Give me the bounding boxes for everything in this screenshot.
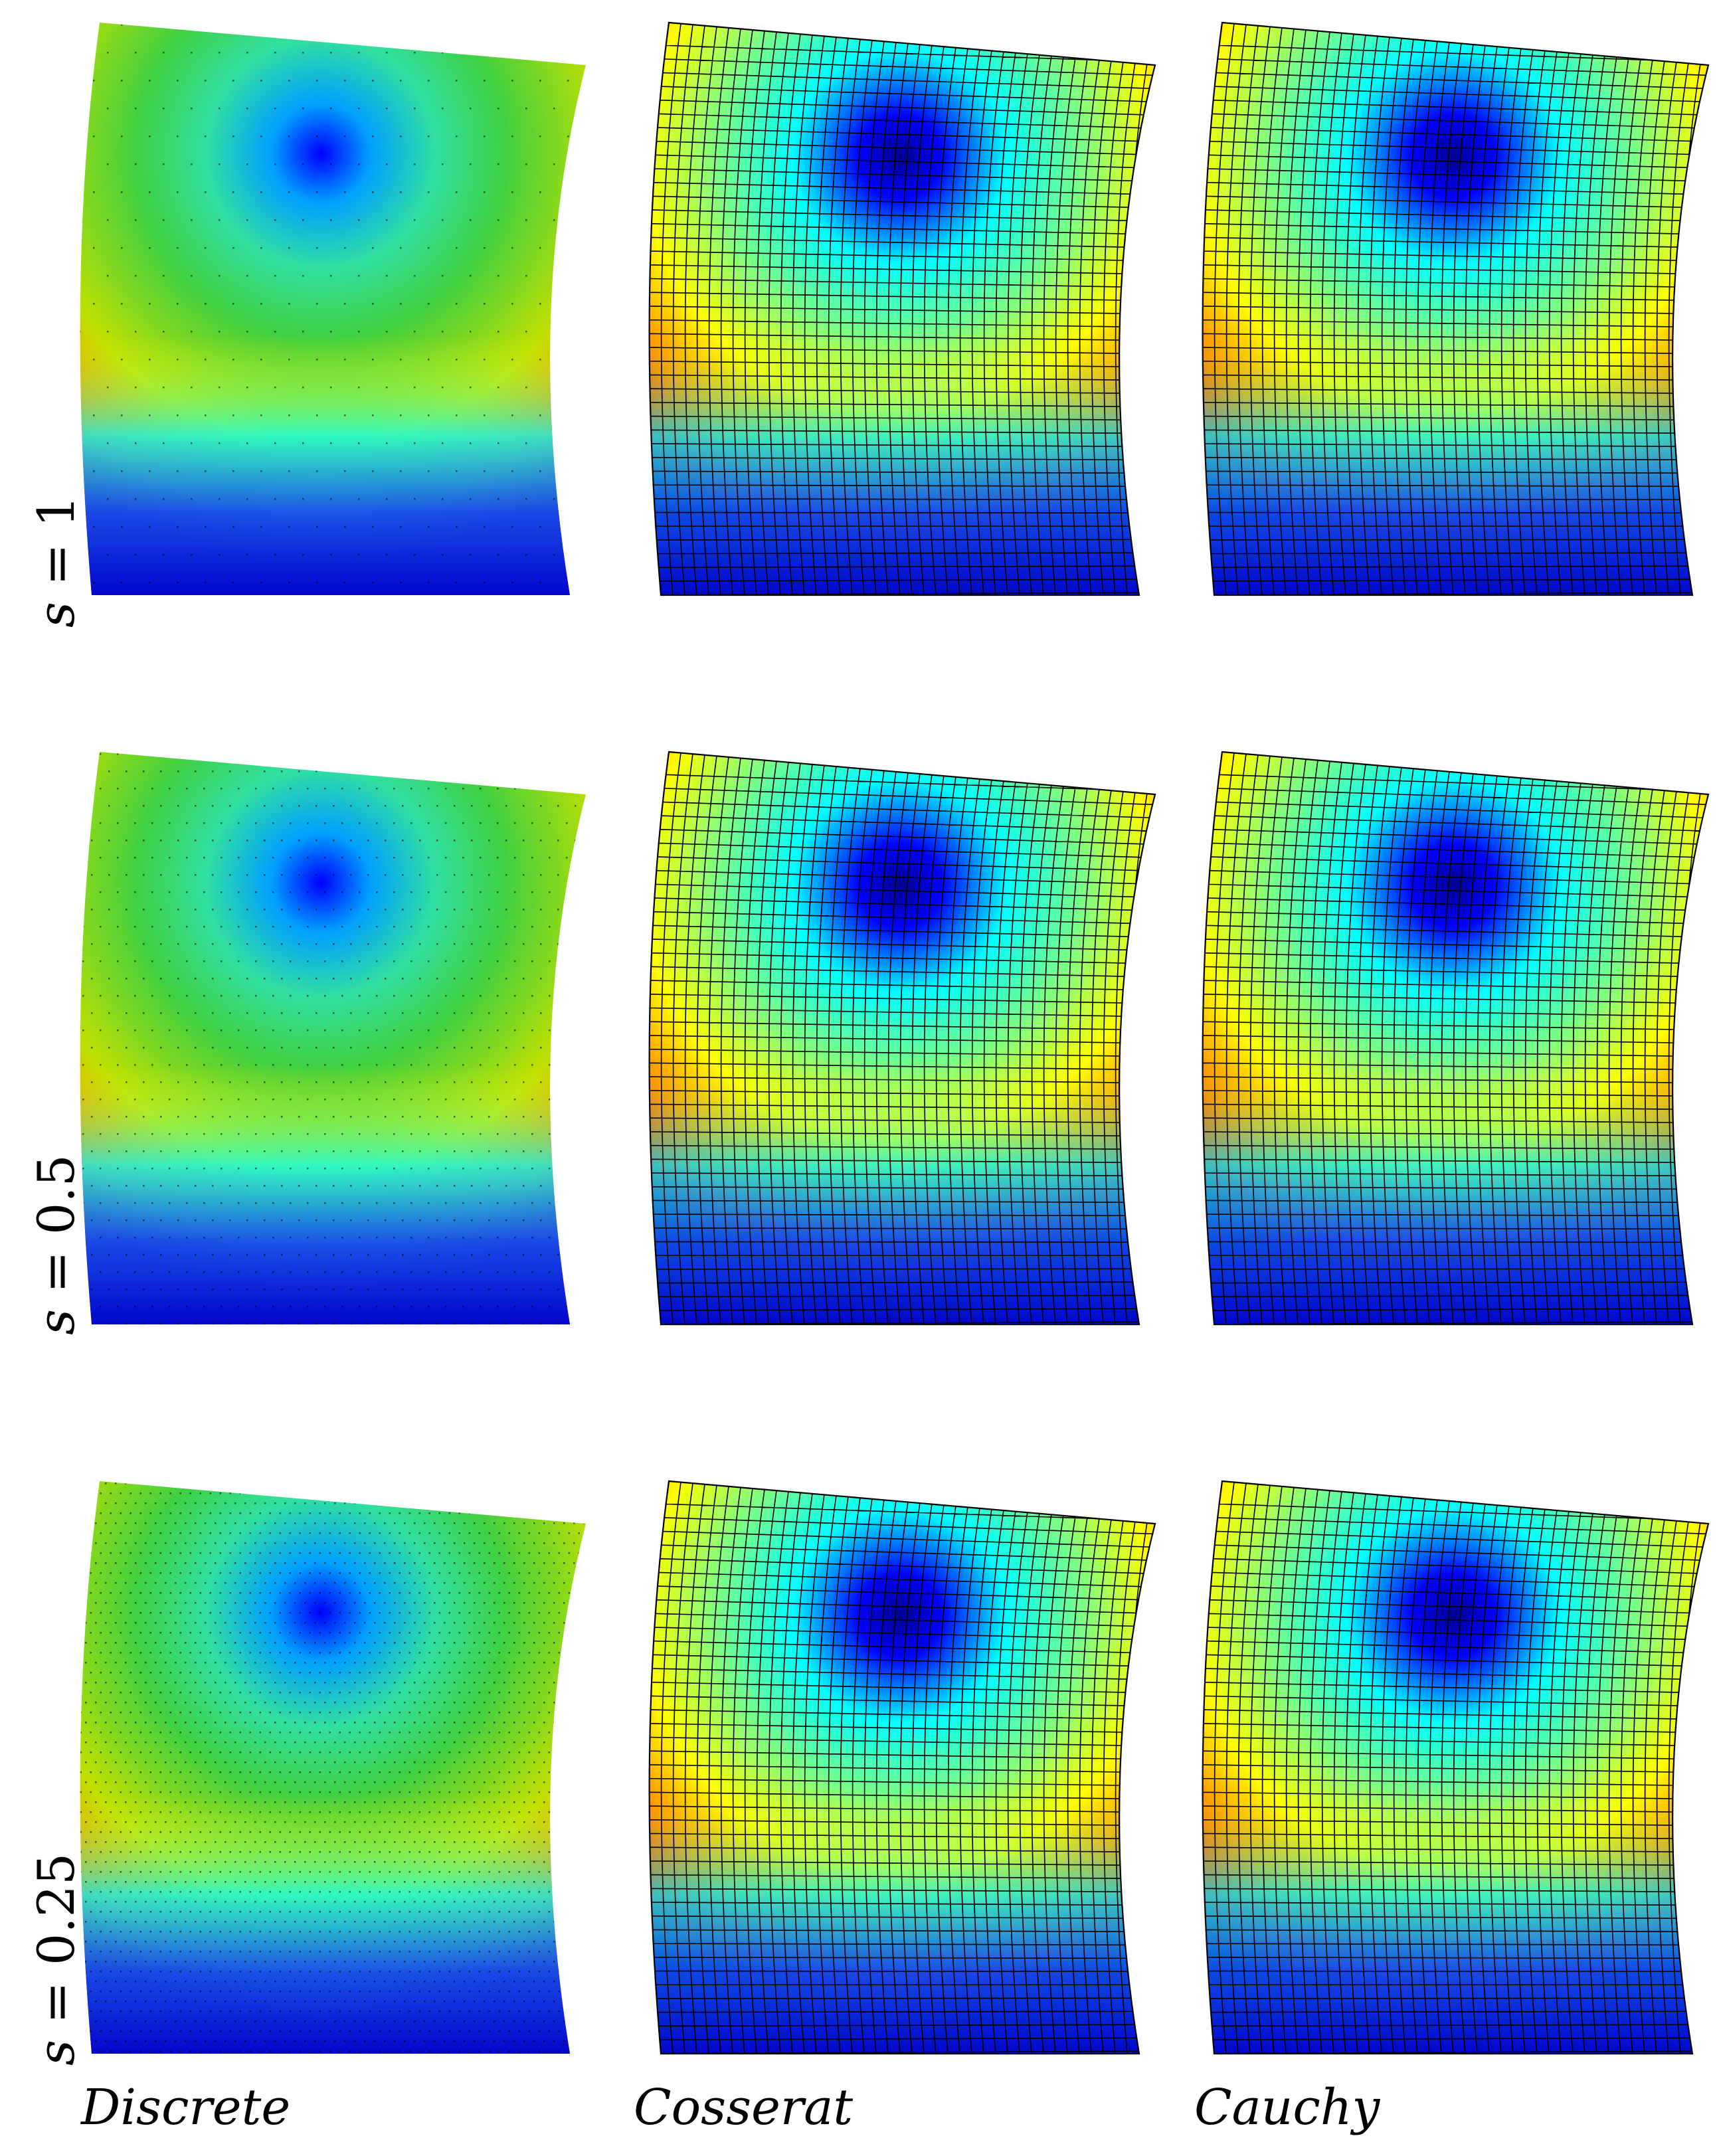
panel-cosserat-row-2 — [648, 751, 1156, 1326]
mesh-outline — [648, 1480, 1156, 2055]
panel-cauchy-row-1 — [1202, 21, 1710, 596]
panel-cauchy-row-2 — [1202, 751, 1710, 1326]
base-gradient — [80, 752, 586, 1324]
mesh-lines — [649, 1481, 1155, 2054]
base-gradient — [80, 23, 586, 595]
column-label-discrete: Discrete — [81, 2079, 291, 2136]
base-gradient — [80, 1481, 586, 2054]
row-label-s-1: s = 1 — [27, 495, 86, 628]
mesh-outline — [1202, 21, 1710, 596]
panel-discrete-row-2 — [80, 752, 586, 1324]
row-label-s-0-5: s = 0.5 — [27, 1154, 86, 1335]
row-label-s-0-25: s = 0.25 — [27, 1852, 86, 2066]
mesh-lines — [1202, 752, 1708, 1324]
column-label-cauchy: Cauchy — [1194, 2079, 1380, 2136]
mesh-lines — [1202, 23, 1708, 595]
mesh-outline — [1202, 751, 1710, 1326]
mesh-outline — [1202, 1480, 1710, 2055]
panel-cauchy-row-3 — [1202, 1480, 1710, 2055]
panel-discrete-row-3 — [80, 1481, 586, 2054]
mesh-lines — [649, 23, 1155, 595]
panel-discrete-row-1 — [80, 23, 586, 595]
mesh-lines — [649, 752, 1155, 1324]
panel-cosserat-row-3 — [648, 1480, 1156, 2055]
panel-cosserat-row-1 — [648, 21, 1156, 596]
mesh-outline — [648, 21, 1156, 596]
mesh-outline — [648, 751, 1156, 1326]
column-label-cosserat: Cosserat — [634, 2079, 854, 2136]
mesh-lines — [1202, 1481, 1708, 2054]
